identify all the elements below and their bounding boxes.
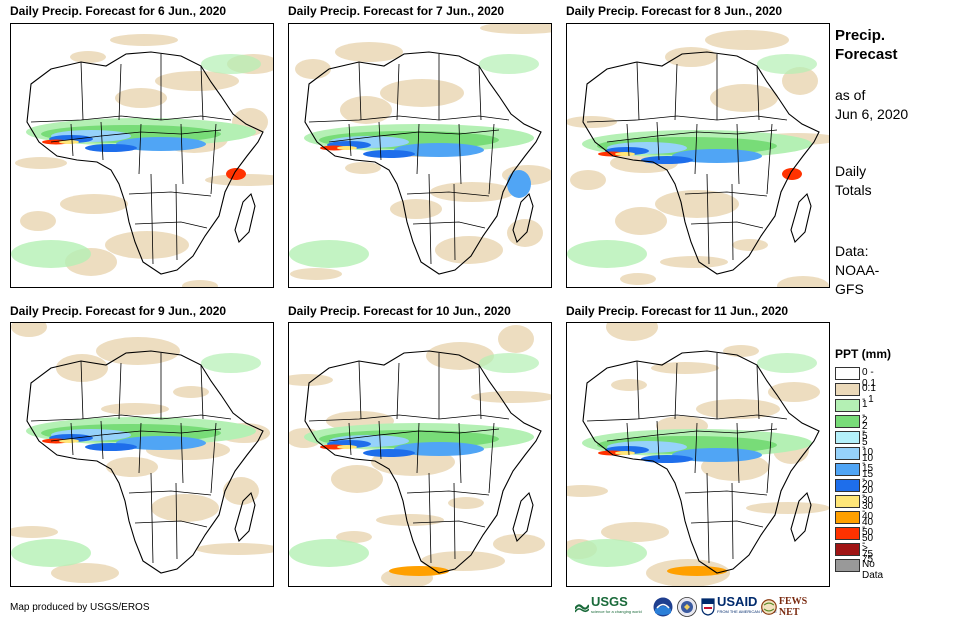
legend-swatch xyxy=(835,527,860,540)
forecast-map-5 xyxy=(288,322,552,587)
forecast-map-3 xyxy=(566,23,830,288)
panel-title-2: Daily Precip. Forecast for 7 Jun., 2020 xyxy=(288,4,505,18)
usaid-logo: USAID FROM THE AMERICAN PEOPLE xyxy=(701,594,777,620)
logo-strip: USGS science for a changing world USAID … xyxy=(575,594,830,620)
usaid-wordmark: USAID xyxy=(717,594,758,609)
legend-label: 20 - 30 xyxy=(862,479,874,512)
panel-title-4: Daily Precip. Forecast for 9 Jun., 2020 xyxy=(10,304,227,318)
legend-swatch xyxy=(835,463,860,476)
legend-swatch xyxy=(835,495,860,508)
panel-title-5: Daily Precip. Forecast for 10 Jun., 2020 xyxy=(288,304,511,318)
as-of-line1: as of xyxy=(835,87,866,103)
totals-line2: Totals xyxy=(835,182,872,198)
forecast-map-2 xyxy=(288,23,552,288)
legend-label: 2 - 5 xyxy=(862,415,868,448)
legend-swatch xyxy=(835,479,860,492)
usaid-tagline: FROM THE AMERICAN PEOPLE xyxy=(717,609,777,614)
fewsnet-logo: FEWS NET xyxy=(761,594,830,620)
noaa-logo-icon xyxy=(653,594,673,620)
forecast-map-1 xyxy=(10,23,274,288)
legend-label: 10 - 15 xyxy=(862,447,874,480)
forecast-map-4 xyxy=(10,322,274,587)
legend-swatch xyxy=(835,559,860,572)
usgs-logo: USGS science for a changing world xyxy=(575,594,642,620)
usgs-tagline: science for a changing world xyxy=(591,609,642,614)
legend-swatch xyxy=(835,383,860,396)
side-title-line1: Precip. xyxy=(835,27,886,44)
data-line3: GFS xyxy=(835,281,864,297)
legend-label: 5 - 10 xyxy=(862,431,874,464)
legend-title: PPT (mm) xyxy=(835,347,892,361)
data-source-label: Data: NOAA- GFS xyxy=(835,242,879,299)
legend-label: 1 - 2 xyxy=(862,399,868,432)
legend-swatch xyxy=(835,543,860,556)
map-credit: Map produced by USGS/EROS xyxy=(10,602,150,613)
usaid-shield-icon xyxy=(701,598,715,616)
legend-label: 0 - 0.1 xyxy=(862,367,876,389)
legend-label: 50 - 75 xyxy=(862,527,874,560)
as-of-date: as of Jun 6, 2020 xyxy=(835,86,908,124)
legend-label: 40 - 50 xyxy=(862,511,874,544)
daily-totals-label: Daily Totals xyxy=(835,162,872,200)
data-line1: Data: xyxy=(835,243,869,259)
totals-line1: Daily xyxy=(835,163,867,179)
legend-swatch xyxy=(835,415,860,428)
legend-label: 15 - 20 xyxy=(862,463,874,496)
usgs-wave-icon xyxy=(575,604,589,613)
panel-title-6: Daily Precip. Forecast for 11 Jun., 2020 xyxy=(566,304,789,318)
legend-label: 30 - 40 xyxy=(862,495,874,528)
side-title-line2: Forecast xyxy=(835,46,898,63)
legend-label: 0.1 - 1 xyxy=(862,383,876,405)
forecast-map-6 xyxy=(566,322,830,587)
legend-swatch xyxy=(835,447,860,460)
legend-label: > 75 xyxy=(862,543,874,565)
legend-swatch xyxy=(835,431,860,444)
side-title: Precip. Forecast xyxy=(835,26,898,64)
dept-seal-icon xyxy=(677,594,697,620)
fewsnet-globe-icon xyxy=(761,599,777,615)
fewsnet-wordmark: FEWS NET xyxy=(778,596,808,618)
legend-swatch xyxy=(835,367,860,380)
panel-title-1: Daily Precip. Forecast for 6 Jun., 2020 xyxy=(10,4,227,18)
usgs-wordmark: USGS xyxy=(591,594,628,609)
legend-swatch xyxy=(835,511,860,524)
legend-label: No Data xyxy=(862,559,884,581)
as-of-line2: Jun 6, 2020 xyxy=(835,106,909,122)
panel-title-3: Daily Precip. Forecast for 8 Jun., 2020 xyxy=(566,4,783,18)
legend-swatch xyxy=(835,399,860,412)
data-line2: NOAA- xyxy=(835,262,880,278)
